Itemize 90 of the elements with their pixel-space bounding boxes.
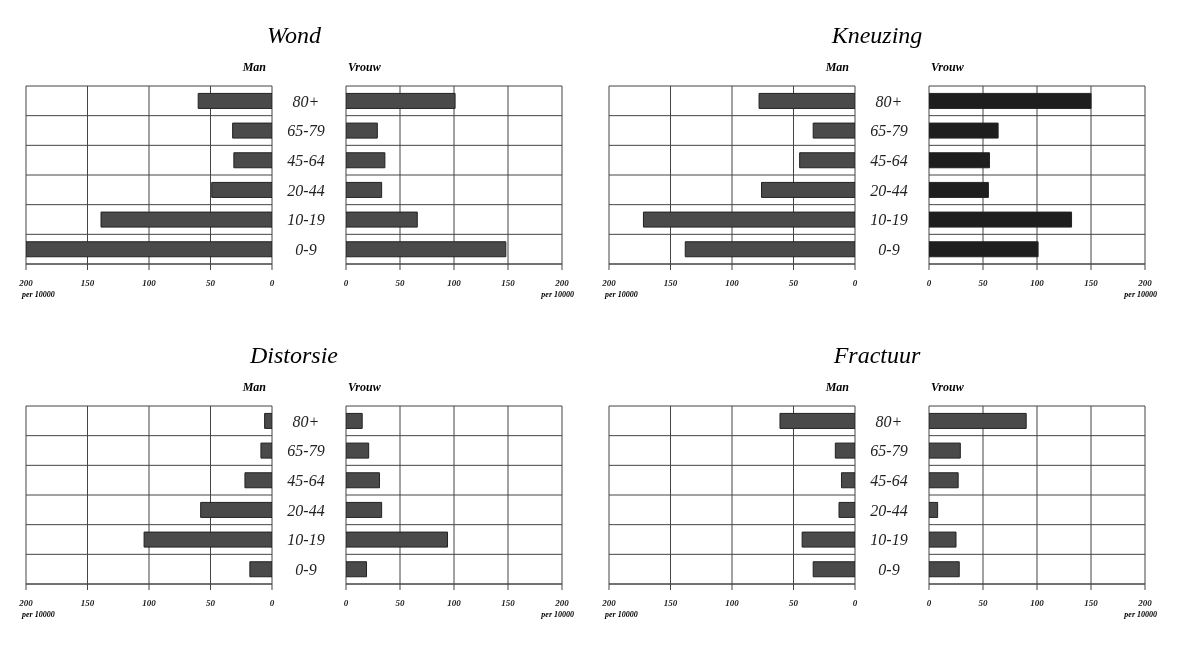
x-axis-title: per 10000: [605, 290, 638, 299]
y-tick-label: 20-44: [870, 181, 908, 199]
x-tick-label: 200: [1137, 278, 1153, 289]
x-tick-label: 0: [343, 278, 349, 289]
y-tick-label: 10-19: [287, 531, 325, 549]
y-tick-label: 20-44: [287, 501, 325, 519]
x-tick-label: 200: [554, 278, 570, 289]
x-axis-title: per 10000: [605, 610, 638, 619]
x-tick-label: 150: [1084, 598, 1099, 609]
chart-subtitle: Vrouw: [931, 60, 964, 75]
x-tick-label: 150: [80, 278, 95, 289]
x-axis-title: per 10000: [22, 290, 55, 299]
y-tick-label: 0-9: [878, 240, 900, 258]
x-tick-label: 100: [1030, 598, 1045, 609]
y-tick-label: 65-79: [870, 122, 908, 140]
x-tick-label: 100: [725, 598, 740, 609]
x-tick-label: 50: [206, 598, 216, 609]
chart-title: Kneuzing: [830, 22, 924, 49]
x-tick-label: 100: [1030, 278, 1045, 289]
x-tick-label: 0: [926, 278, 932, 289]
x-tick-label: 50: [978, 278, 988, 289]
chart-title: Wond: [266, 22, 322, 49]
chart-subtitle: Vrouw: [348, 380, 381, 395]
x-tick-label: 100: [447, 598, 462, 609]
x-tick-label: 0: [269, 278, 275, 289]
x-tick-label: 200: [601, 598, 617, 609]
x-tick-label: 200: [18, 278, 34, 289]
y-tick-label: 10-19: [870, 531, 908, 549]
x-tick-label: 200: [18, 598, 34, 609]
y-tick-label: 80+: [875, 92, 903, 110]
chart-subtitle: Vrouw: [348, 60, 381, 75]
y-tick-label: 80+: [292, 92, 320, 110]
y-tick-label: 80+: [875, 412, 903, 430]
x-tick-label: 0: [852, 598, 858, 609]
x-tick-label: 150: [663, 278, 678, 289]
x-tick-label: 100: [142, 278, 157, 289]
x-tick-label: 100: [725, 278, 740, 289]
x-tick-label: 150: [663, 598, 678, 609]
y-tick-label: 65-79: [287, 122, 325, 140]
bar: [929, 241, 1039, 258]
x-axis-title: per 10000: [541, 290, 574, 299]
y-tick-label: 0-9: [295, 240, 317, 258]
y-tick-label: 65-79: [870, 442, 908, 460]
x-tick-label: 200: [554, 598, 570, 609]
bar: [929, 152, 990, 169]
x-tick-label: 50: [789, 278, 799, 289]
x-axis-title: per 10000: [1124, 610, 1157, 619]
y-tick-label: 80+: [292, 412, 320, 430]
y-tick-label: 20-44: [870, 501, 908, 519]
x-tick-label: 150: [501, 278, 516, 289]
y-tick-label: 10-19: [870, 211, 908, 229]
x-tick-label: 150: [501, 598, 516, 609]
x-tick-label: 100: [142, 598, 157, 609]
bar: [929, 181, 989, 198]
x-tick-label: 0: [343, 598, 349, 609]
chart-title: Distorsie: [249, 342, 339, 369]
y-tick-label: 10-19: [287, 211, 325, 229]
y-tick-label: 45-64: [870, 151, 908, 169]
y-tick-label: 0-9: [295, 560, 317, 578]
x-tick-label: 50: [789, 598, 799, 609]
x-tick-label: 150: [1084, 278, 1099, 289]
y-tick-label: 0-9: [878, 560, 900, 578]
bar: [929, 122, 999, 139]
chart-subtitle: Man: [242, 60, 266, 75]
y-tick-label: 45-64: [287, 151, 325, 169]
x-tick-label: 0: [926, 598, 932, 609]
x-tick-label: 50: [978, 598, 988, 609]
x-tick-label: 50: [395, 598, 405, 609]
chart-subtitle: Man: [825, 60, 849, 75]
x-axis-title: per 10000: [1124, 290, 1157, 299]
chart-title: Fractuur: [832, 342, 922, 369]
x-tick-label: 200: [601, 278, 617, 289]
x-axis-title: per 10000: [22, 610, 55, 619]
y-tick-label: 45-64: [287, 471, 325, 489]
x-axis-title: per 10000: [541, 610, 574, 619]
x-tick-label: 150: [80, 598, 95, 609]
x-tick-label: 50: [395, 278, 405, 289]
chart-subtitle: Vrouw: [931, 380, 964, 395]
chart-subtitle: Man: [825, 380, 849, 395]
y-tick-label: 65-79: [287, 442, 325, 460]
y-tick-label: 20-44: [287, 181, 325, 199]
bar: [929, 92, 1092, 109]
x-tick-label: 0: [269, 598, 275, 609]
bar: [929, 211, 1073, 228]
x-tick-label: 50: [206, 278, 216, 289]
x-tick-label: 0: [852, 278, 858, 289]
x-tick-label: 200: [1137, 598, 1153, 609]
x-tick-label: 100: [447, 278, 462, 289]
chart-subtitle: Man: [242, 380, 266, 395]
y-tick-label: 45-64: [870, 471, 908, 489]
